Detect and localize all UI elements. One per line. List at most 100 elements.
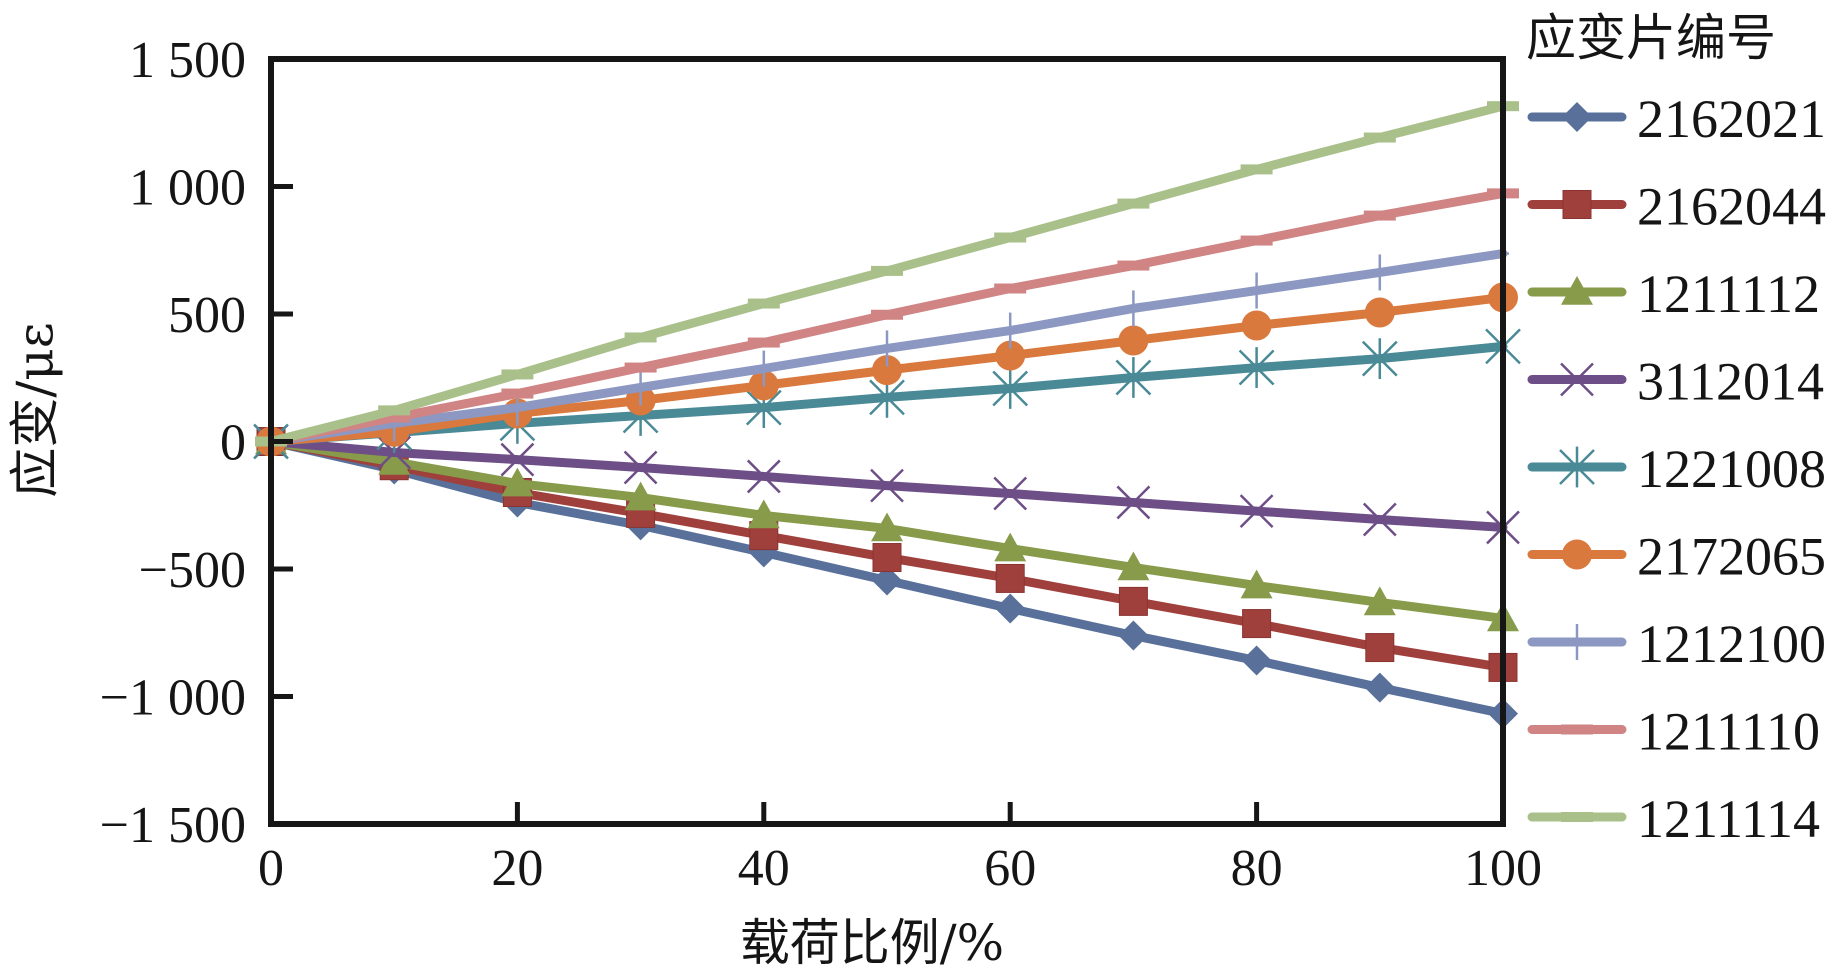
data-point-asterisk bbox=[1361, 338, 1398, 380]
legend-item: 1211114 bbox=[1527, 789, 1820, 849]
data-point-x bbox=[500, 442, 535, 477]
data-point-diamond bbox=[872, 565, 902, 596]
data-point-asterisk bbox=[1115, 357, 1152, 398]
legend-items: 2162021 2162044 1211112 3112014 1221008 21720… bbox=[1527, 89, 1826, 849]
legend-label: 2172065 bbox=[1637, 527, 1826, 587]
legend: 应变片编号 2162021 2162044 1211112 3112014 122100… bbox=[1526, 9, 1826, 849]
x-tick-label: 100 bbox=[1464, 840, 1542, 897]
series-2162021 bbox=[256, 426, 1518, 729]
legend-label: 1212100 bbox=[1637, 614, 1826, 674]
data-point-x bbox=[1560, 362, 1594, 397]
x-tick-label: 60 bbox=[984, 840, 1036, 897]
data-point-dash bbox=[1240, 235, 1273, 246]
x-tick-label: 40 bbox=[738, 840, 790, 897]
data-point-dash bbox=[1561, 724, 1593, 735]
legend-label: 1221008 bbox=[1637, 439, 1826, 499]
data-point-dash bbox=[1240, 164, 1273, 175]
legend-title: 应变片编号 bbox=[1526, 9, 1776, 67]
data-point-dash bbox=[747, 337, 780, 348]
data-point-dash bbox=[1117, 198, 1150, 209]
data-point-triangle bbox=[1561, 276, 1593, 305]
y-tick-labels: 1 500 1 000 500 0 −500 −1 000 −1 500 bbox=[100, 32, 246, 854]
y-tick-label: −500 bbox=[139, 542, 246, 599]
y-tick-label: 1 500 bbox=[129, 32, 246, 89]
data-point-dash bbox=[1363, 210, 1396, 221]
data-point-triangle bbox=[501, 467, 534, 497]
data-point-plus bbox=[1571, 624, 1583, 660]
y-tick-label: 500 bbox=[168, 287, 246, 344]
data-point-circle bbox=[872, 355, 902, 386]
data-point-triangle bbox=[747, 499, 780, 529]
y-tick-label: 1 000 bbox=[129, 160, 246, 217]
x-axis-title: 载荷比例/% bbox=[740, 914, 1004, 972]
legend-label: 1211114 bbox=[1637, 789, 1820, 849]
series-layer bbox=[253, 101, 1521, 729]
y-axis-title: 应变/με bbox=[6, 322, 64, 497]
legend-item: 1212100 bbox=[1527, 614, 1826, 674]
y-tick-label: −1 500 bbox=[100, 797, 246, 854]
data-point-x bbox=[993, 476, 1028, 511]
data-point-dash bbox=[1561, 812, 1593, 822]
data-point-circle bbox=[995, 340, 1026, 371]
data-point-x bbox=[1362, 502, 1397, 537]
data-point-dash bbox=[378, 405, 411, 416]
ticks-layer bbox=[271, 184, 1260, 824]
data-point-triangle bbox=[871, 512, 903, 542]
data-point-triangle bbox=[378, 445, 411, 475]
data-point-dash bbox=[378, 412, 411, 423]
data-point-diamond bbox=[1241, 645, 1272, 676]
legend-item: 1211110 bbox=[1527, 702, 1820, 762]
data-point-square bbox=[995, 563, 1025, 593]
legend-item: 2162044 bbox=[1527, 177, 1826, 237]
data-point-diamond bbox=[995, 593, 1026, 624]
data-point-diamond bbox=[1562, 102, 1592, 132]
data-point-triangle bbox=[994, 532, 1027, 562]
series-1211114 bbox=[255, 101, 1519, 447]
data-point-dash bbox=[1363, 132, 1396, 143]
y-tick-label: −1 000 bbox=[100, 670, 246, 727]
data-point-plus bbox=[1004, 312, 1017, 349]
legend-label: 1211110 bbox=[1637, 702, 1820, 762]
legend-item: 3112014 bbox=[1527, 352, 1824, 412]
data-point-dash bbox=[1117, 260, 1150, 271]
y-tick-label: 0 bbox=[220, 415, 246, 472]
data-point-square bbox=[1562, 190, 1592, 219]
data-point-x bbox=[1116, 485, 1151, 520]
legend-item: 1221008 bbox=[1527, 439, 1826, 499]
series-1212100 bbox=[265, 235, 1509, 460]
data-point-plus bbox=[634, 369, 647, 406]
data-point-square bbox=[1242, 609, 1272, 639]
plot-frame bbox=[268, 56, 1506, 827]
legend-label: 1211112 bbox=[1637, 264, 1820, 324]
data-point-circle bbox=[1562, 539, 1592, 570]
data-point-dash bbox=[501, 388, 534, 399]
data-point-circle bbox=[1364, 297, 1395, 328]
data-point-plus bbox=[1250, 272, 1263, 309]
data-point-x bbox=[623, 450, 658, 485]
x-tick-labels: 0 20 40 60 80 100 bbox=[258, 840, 1542, 897]
data-point-square bbox=[1365, 633, 1395, 663]
data-point-dash bbox=[871, 265, 903, 276]
data-point-dash bbox=[747, 298, 780, 309]
data-point-triangle bbox=[1363, 586, 1396, 616]
data-point-diamond bbox=[1118, 620, 1149, 651]
data-point-x bbox=[746, 459, 781, 494]
legend-label: 2162044 bbox=[1637, 177, 1826, 237]
data-point-asterisk bbox=[1238, 347, 1275, 388]
data-point-plus bbox=[1127, 290, 1140, 327]
data-point-plus bbox=[1373, 254, 1386, 291]
data-point-dash bbox=[994, 232, 1027, 243]
legend-item: 2172065 bbox=[1527, 527, 1826, 587]
legend-item: 2162021 bbox=[1527, 89, 1826, 149]
x-tick-label: 80 bbox=[1231, 840, 1283, 897]
data-point-triangle bbox=[1240, 569, 1273, 599]
data-point-diamond bbox=[1364, 672, 1395, 703]
data-point-dash bbox=[501, 369, 534, 380]
data-point-plus bbox=[757, 350, 770, 387]
data-point-x bbox=[870, 468, 904, 503]
legend-label: 2162021 bbox=[1637, 89, 1826, 149]
series-2162044 bbox=[256, 427, 1518, 682]
legend-label: 3112014 bbox=[1637, 352, 1824, 412]
data-point-square bbox=[872, 543, 902, 573]
